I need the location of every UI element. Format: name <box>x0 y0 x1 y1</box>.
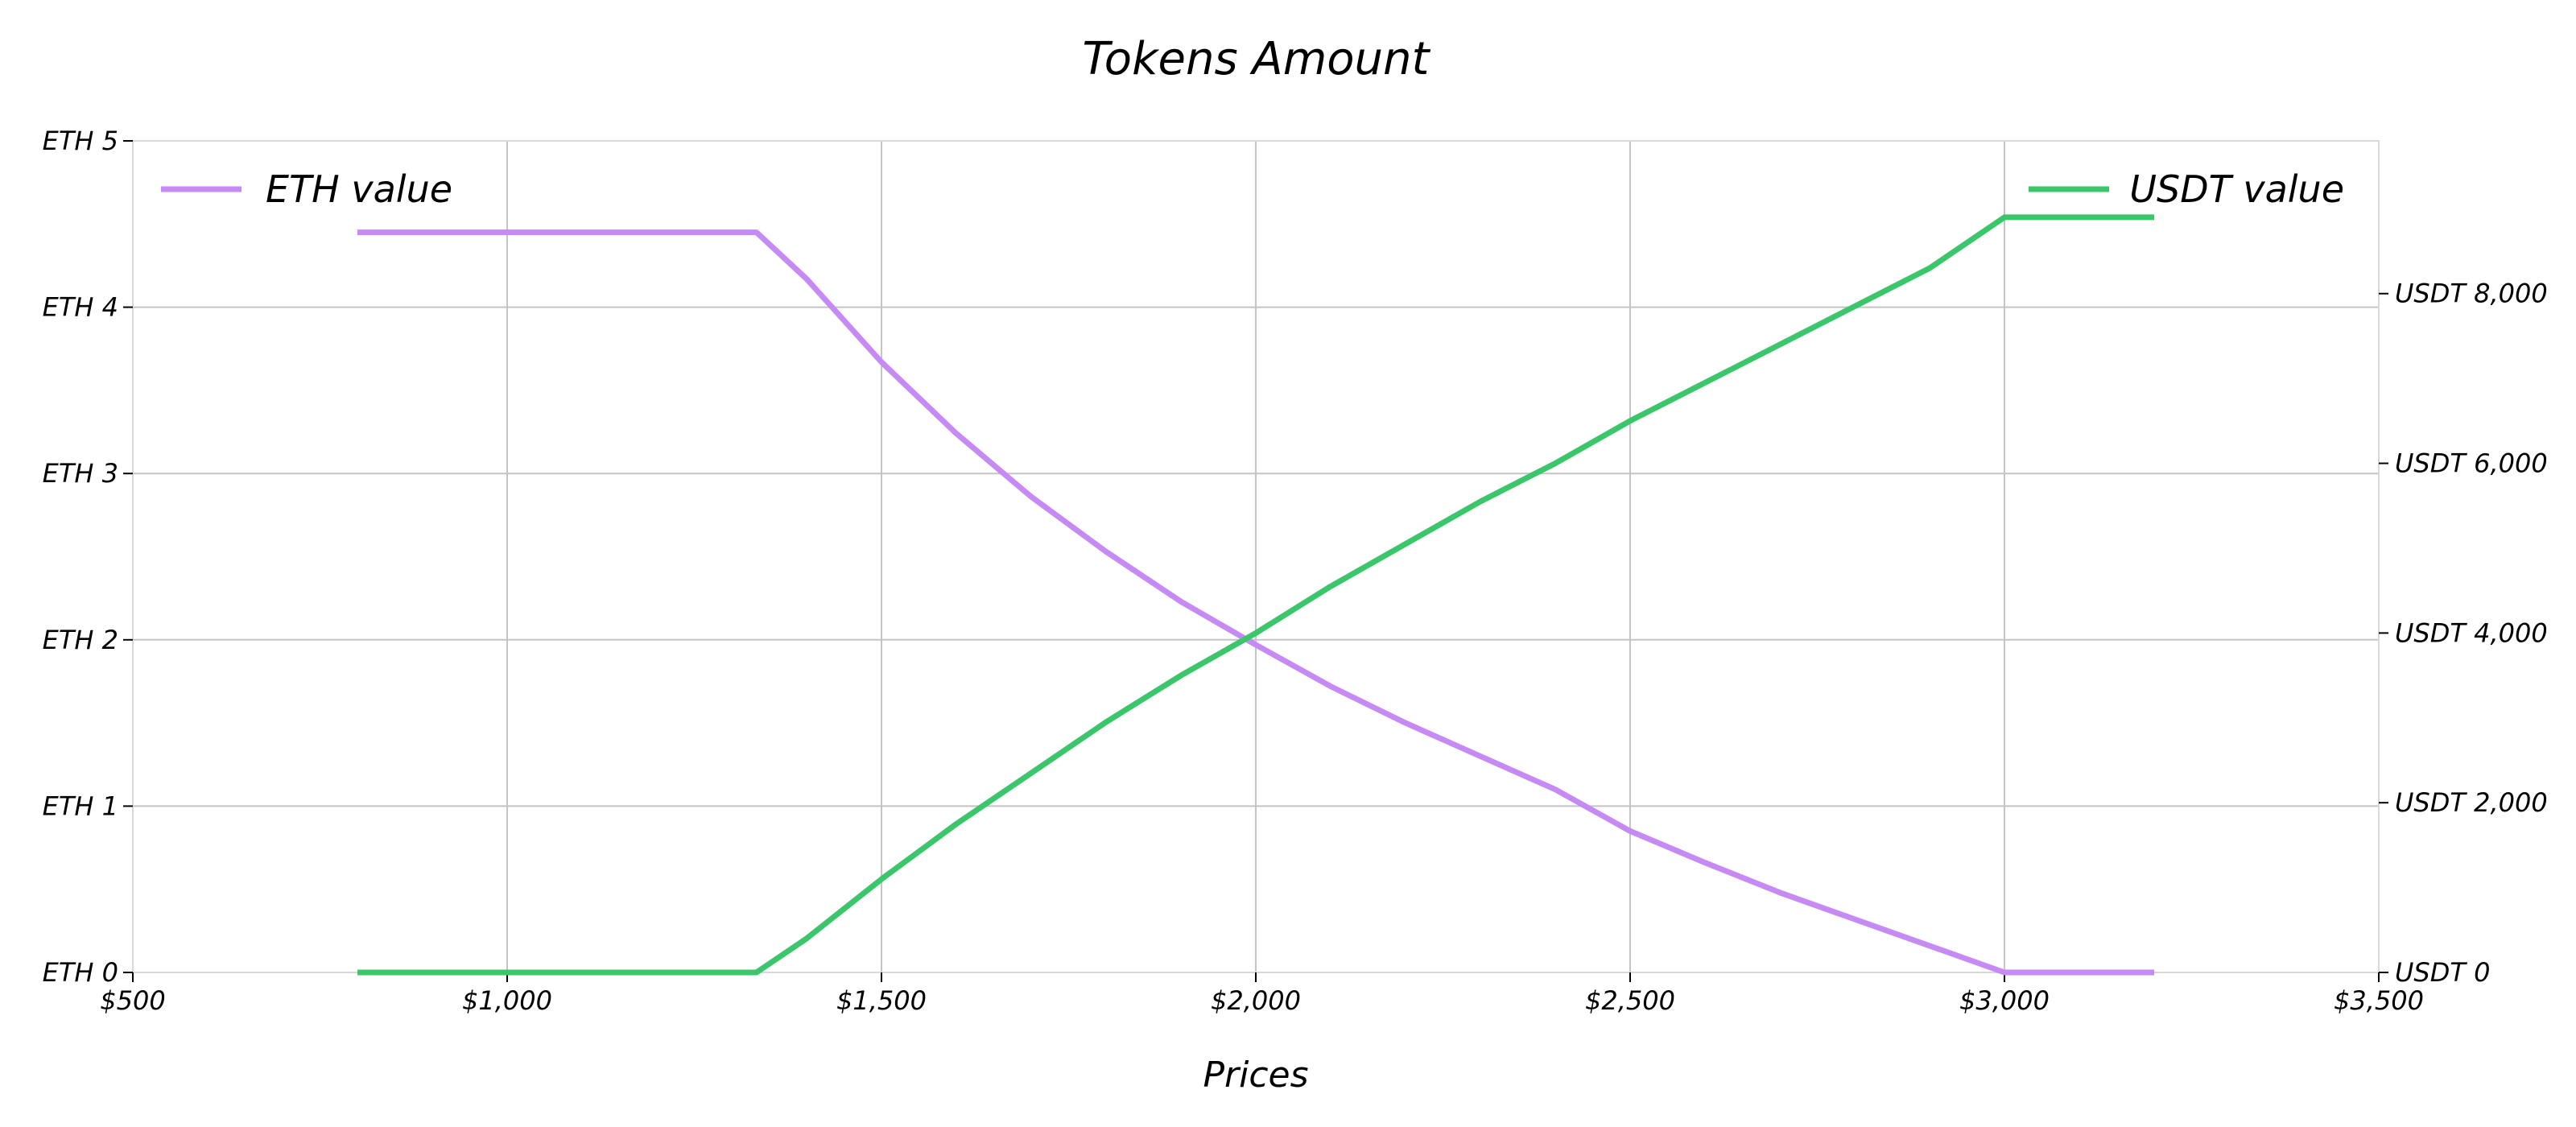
y-tick-label: ETH 0 <box>43 957 118 988</box>
x-tick-label: $3,500 <box>2334 985 2424 1016</box>
grid <box>133 141 2379 972</box>
y-tick-label: ETH 5 <box>43 126 118 156</box>
y-tick-label: ETH 1 <box>43 791 118 821</box>
series-layer <box>357 214 2154 976</box>
x-tick-label: $1,500 <box>836 985 927 1016</box>
y2-tick-label: USDT 6,000 <box>2395 448 2548 479</box>
y-tick-label: ETH 2 <box>43 625 118 655</box>
axes: $500 $1,000 $1,500 $2,000 $2,500 $3,000 $3,500… <box>43 126 2548 1016</box>
x-tick-label: $2,000 <box>1211 985 1301 1016</box>
series-line-eth-value <box>357 229 2154 976</box>
y-tick-label: ETH 3 <box>43 458 118 489</box>
x-tick-label: $500 <box>100 985 165 1016</box>
x-tick-label: $1,000 <box>462 985 552 1016</box>
legend-label-eth-value: ETH value <box>266 167 452 211</box>
y2-tick-label: USDT 2,000 <box>2395 787 2548 818</box>
x-axis-label: Prices <box>1203 1055 1308 1096</box>
y2-tick-label: USDT 4,000 <box>2395 617 2548 648</box>
x-tick-label: $3,000 <box>1959 985 2050 1016</box>
legend-label-usdt-value: USDT value <box>2129 167 2344 211</box>
x-tick-label: $2,500 <box>1585 985 1675 1016</box>
series-line-usdt-value <box>357 214 2154 976</box>
y2-tick-label: USDT 0 <box>2395 957 2490 988</box>
y2-tick-label: USDT 8,000 <box>2395 279 2548 309</box>
legend-layer: ETH value USDT value <box>161 167 2344 211</box>
chart-title: Tokens Amount <box>1083 33 1431 85</box>
y-tick-label: ETH 4 <box>43 292 118 323</box>
